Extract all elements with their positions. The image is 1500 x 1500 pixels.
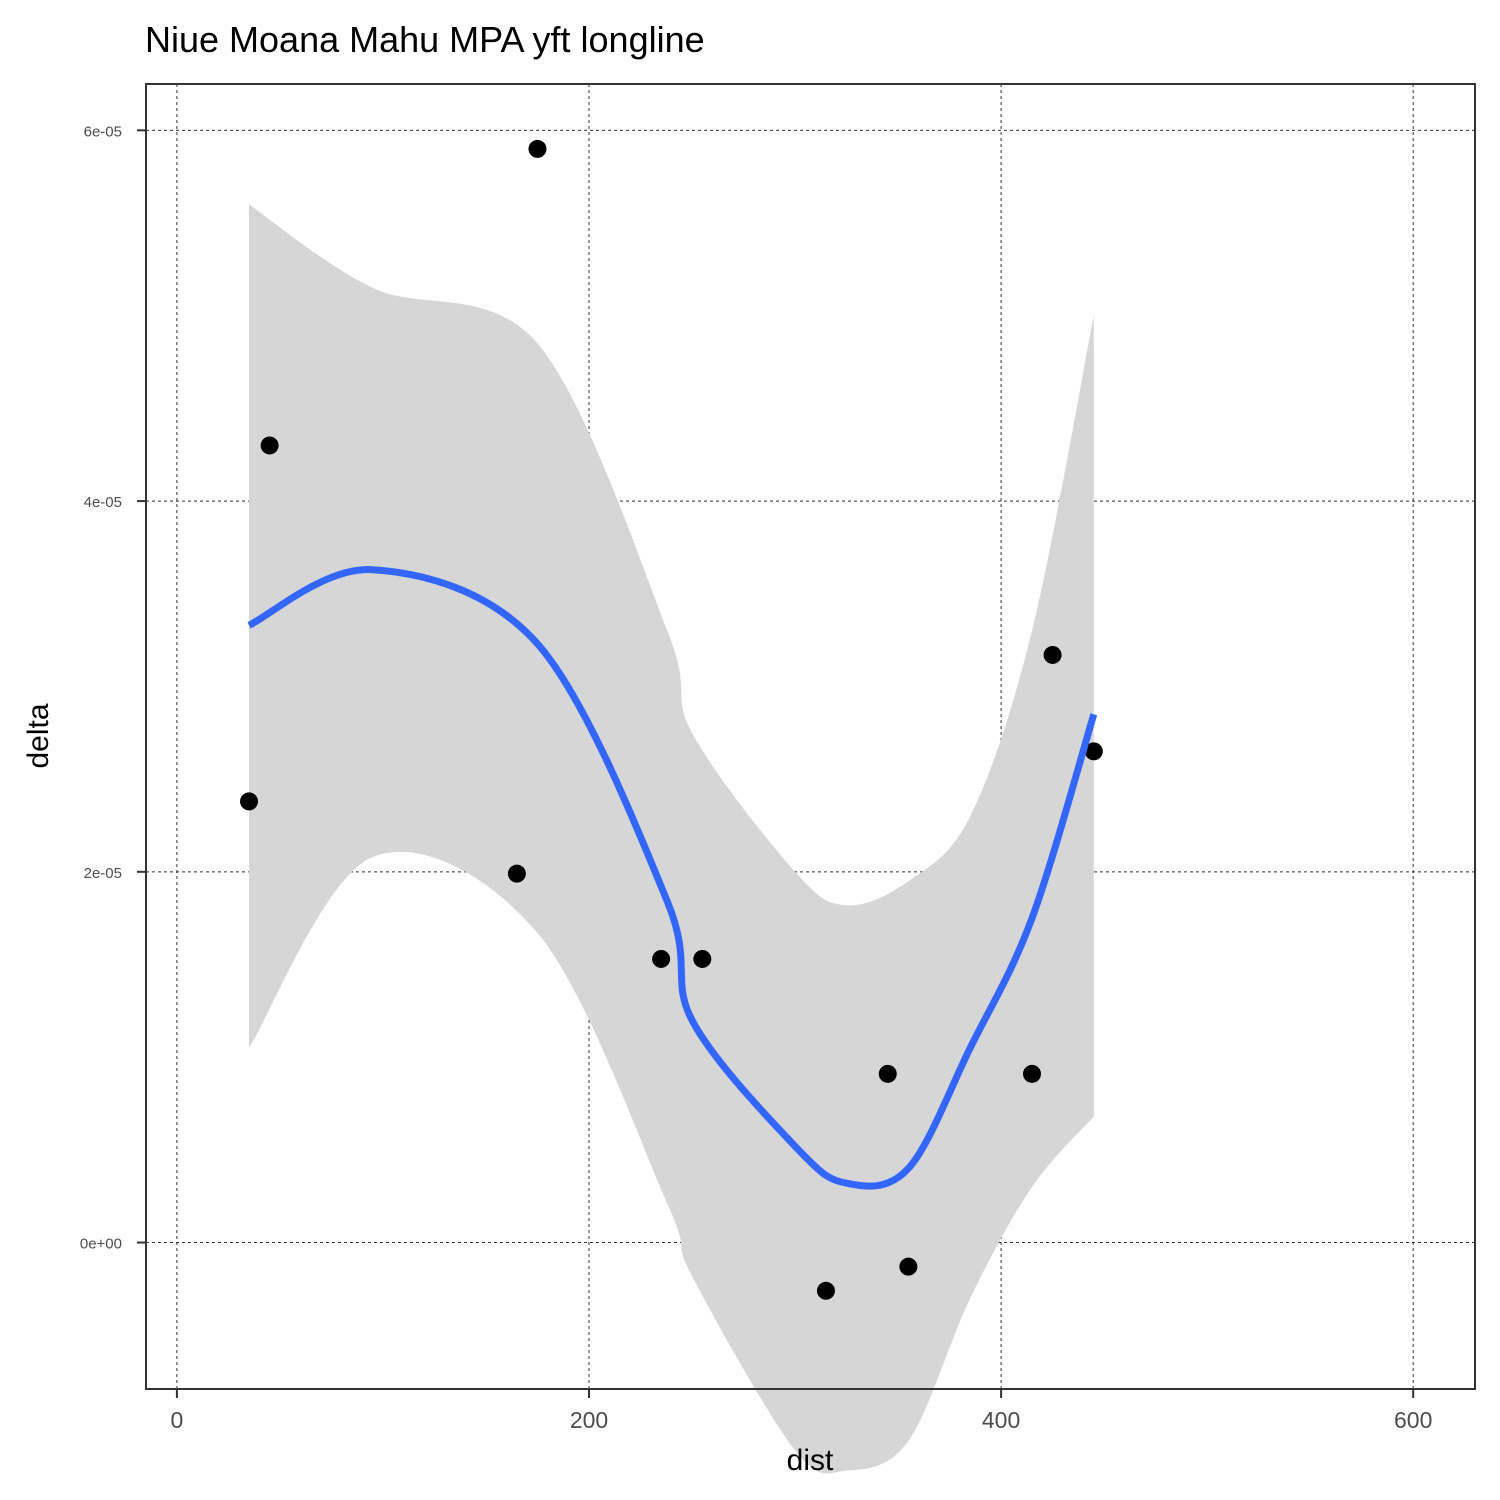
smooth-line: [247, 566, 1098, 1190]
x-tick-label-0: 0: [171, 1407, 184, 1433]
y-tick-label-2: 4e-05: [84, 494, 122, 511]
data-point-7: [878, 1064, 897, 1083]
x-tick-label-2: 400: [982, 1407, 1020, 1433]
y-tick-label-1: 2e-05: [84, 865, 122, 882]
confidence-ribbon: [249, 204, 1094, 1474]
confidence-ribbon-layer: [249, 204, 1094, 1474]
smooth-line-layer: [247, 566, 1098, 1190]
data-point-2: [507, 864, 526, 883]
y-axis-title: delta: [22, 703, 55, 768]
data-point-4: [652, 949, 671, 968]
x-tick-label-1: 200: [570, 1407, 608, 1433]
plot-panel-border: [145, 83, 1476, 1390]
data-point-9: [1023, 1064, 1041, 1083]
x-tick-label-3: 600: [1394, 1407, 1432, 1433]
data-points: [240, 139, 1103, 1300]
data-point-5: [693, 949, 712, 968]
data-point-1: [260, 436, 279, 455]
data-point-3: [528, 139, 547, 158]
y-tick-label-3: 6e-05: [84, 123, 122, 140]
axis-ticks: 0 200 400 600 0e+00 2e-05 4e-05 6e-05: [80, 123, 1433, 1433]
x-axis-title: dist: [787, 1444, 834, 1477]
data-point-6: [816, 1281, 835, 1300]
data-point-11: [1084, 742, 1103, 761]
data-point-8: [899, 1257, 918, 1276]
y-tick-label-0: 0e+00: [80, 1236, 122, 1253]
data-point-10: [1043, 645, 1062, 664]
chart-title: Niue Moana Mahu MPA yft longline: [145, 19, 705, 60]
data-point-0: [240, 792, 259, 811]
